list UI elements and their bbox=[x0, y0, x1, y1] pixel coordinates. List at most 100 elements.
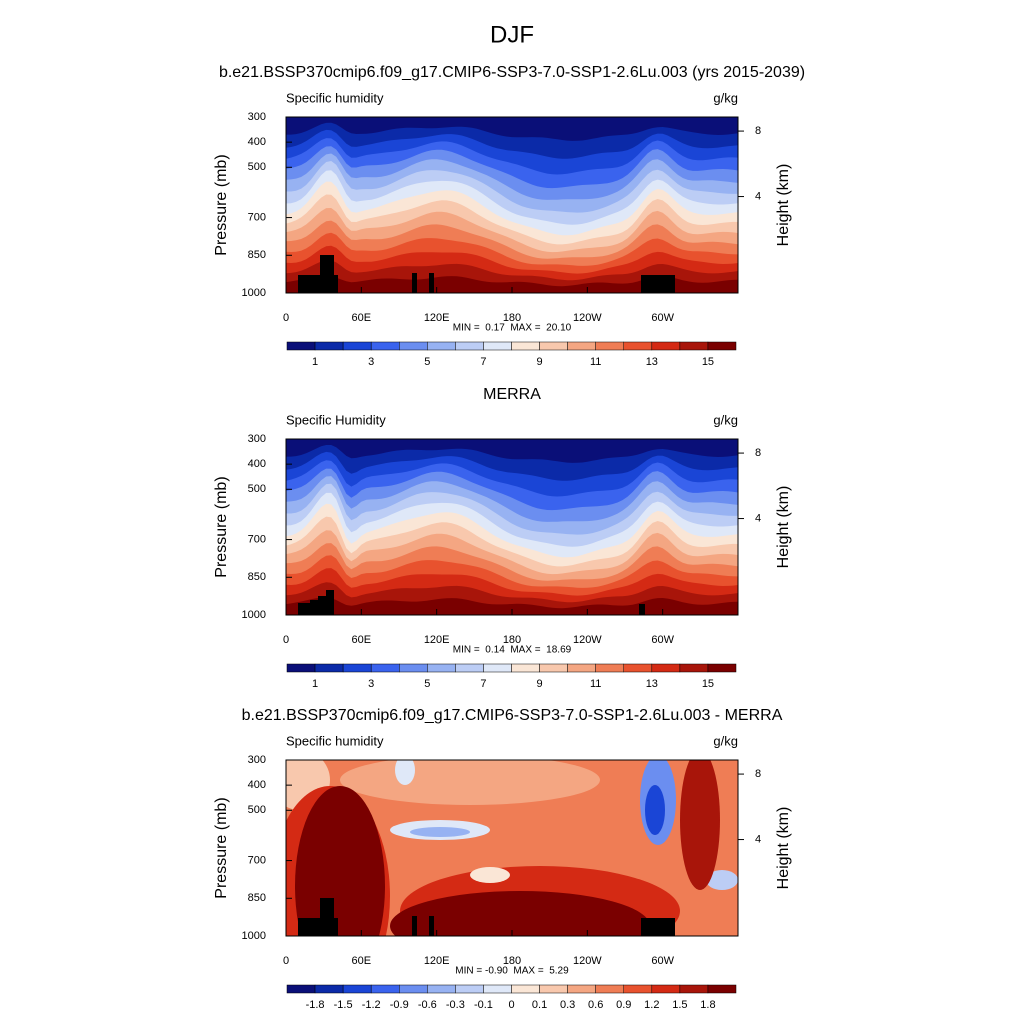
min-max: MIN = 0.17 MAX = 20.10 bbox=[453, 323, 572, 334]
colorbar-box bbox=[651, 663, 681, 673]
panel-title: MERRA bbox=[483, 386, 541, 403]
topography bbox=[412, 916, 417, 936]
colorbar-label: 1 bbox=[312, 678, 318, 690]
colorbar-label: 9 bbox=[537, 678, 543, 690]
colorbar-box bbox=[539, 341, 568, 351]
y-tick-label: 850 bbox=[248, 571, 266, 583]
topography bbox=[298, 603, 310, 615]
colorbar-box bbox=[314, 341, 344, 351]
colorbar-box bbox=[567, 663, 596, 673]
topography bbox=[320, 255, 334, 293]
figure-title: DJF bbox=[490, 21, 534, 48]
field-patch bbox=[390, 891, 650, 936]
colorbar-box bbox=[651, 984, 681, 994]
colorbar-box bbox=[623, 984, 653, 994]
colorbar-box bbox=[427, 984, 456, 994]
colorbar-box bbox=[651, 341, 681, 351]
colorbar-box bbox=[370, 984, 400, 994]
topography bbox=[310, 600, 318, 615]
right-label: g/kg bbox=[713, 90, 738, 105]
field-patch bbox=[645, 785, 665, 835]
field-patch bbox=[410, 827, 470, 837]
y-tick-label: 850 bbox=[248, 249, 266, 261]
colorbar-box bbox=[539, 984, 568, 994]
y2-tick-label: 4 bbox=[755, 512, 761, 524]
field-patch bbox=[395, 760, 415, 785]
colorbar-label: -1.8 bbox=[306, 999, 325, 1011]
left-label: Specific humidity bbox=[286, 90, 384, 105]
colorbar-box bbox=[286, 663, 316, 673]
topography bbox=[639, 604, 645, 615]
colorbar-box bbox=[483, 663, 512, 673]
field-band bbox=[286, 597, 738, 615]
colorbar-label: 13 bbox=[646, 678, 658, 690]
y-tick-label: 400 bbox=[248, 779, 266, 791]
y2-tick-label: 8 bbox=[755, 447, 761, 459]
colorbar-label: 15 bbox=[702, 356, 714, 368]
contour-field bbox=[286, 760, 738, 936]
colorbar-box bbox=[511, 341, 540, 351]
colorbar-box bbox=[483, 984, 512, 994]
colorbar-box bbox=[370, 663, 400, 673]
x-tick-label: 60E bbox=[352, 634, 372, 646]
colorbar-box bbox=[427, 663, 456, 673]
topography bbox=[429, 273, 434, 293]
colorbar-label: 3 bbox=[368, 678, 374, 690]
colorbar-box bbox=[679, 984, 709, 994]
colorbar-box bbox=[427, 341, 456, 351]
min-max: MIN = -0.90 MAX = 5.29 bbox=[455, 966, 569, 977]
colorbar-label: 0.3 bbox=[560, 999, 575, 1011]
colorbar-box bbox=[399, 341, 428, 351]
colorbar-box bbox=[314, 663, 344, 673]
field-band bbox=[286, 275, 738, 293]
field-patch bbox=[340, 760, 600, 805]
x-tick-label: 120W bbox=[573, 312, 602, 324]
min-max: MIN = 0.14 MAX = 18.69 bbox=[453, 645, 572, 656]
colorbar-box bbox=[567, 984, 596, 994]
y-axis-label: Pressure (mb) bbox=[213, 476, 230, 577]
colorbar-label: -0.9 bbox=[390, 999, 409, 1011]
colorbar-box bbox=[370, 341, 400, 351]
y-tick-label: 1000 bbox=[242, 930, 266, 942]
field-patch bbox=[680, 760, 720, 890]
y-tick-label: 700 bbox=[248, 854, 266, 866]
y2-axis-label: Height (km) bbox=[775, 807, 792, 890]
colorbar-label: -0.6 bbox=[418, 999, 437, 1011]
x-tick-label: 60W bbox=[651, 312, 674, 324]
x-tick-label: 120E bbox=[424, 955, 450, 967]
topography bbox=[641, 918, 675, 936]
colorbar-box bbox=[623, 663, 653, 673]
x-tick-label: 120E bbox=[424, 312, 450, 324]
right-label: g/kg bbox=[713, 412, 738, 427]
colorbar-label: 3 bbox=[368, 356, 374, 368]
colorbar-box bbox=[455, 663, 484, 673]
colorbar-label: 0 bbox=[508, 999, 514, 1011]
x-tick-label: 120W bbox=[573, 955, 602, 967]
panel-title: b.e21.BSSP370cmip6.f09_g17.CMIP6-SSP3-7.… bbox=[242, 707, 783, 724]
colorbar-box bbox=[342, 984, 372, 994]
topography bbox=[412, 273, 417, 293]
y-tick-label: 500 bbox=[248, 804, 266, 816]
colorbar-label: 0.1 bbox=[532, 999, 547, 1011]
y-tick-label: 850 bbox=[248, 892, 266, 904]
colorbar-box bbox=[314, 984, 344, 994]
y-tick-label: 1000 bbox=[242, 287, 266, 299]
contour-field bbox=[286, 117, 738, 293]
x-tick-label: 60W bbox=[651, 634, 674, 646]
y-tick-label: 300 bbox=[248, 111, 266, 123]
colorbar-box bbox=[483, 341, 512, 351]
right-label: g/kg bbox=[713, 733, 738, 748]
colorbar-box bbox=[455, 984, 484, 994]
colorbar-label: 13 bbox=[646, 356, 658, 368]
colorbar-label: 9 bbox=[537, 356, 543, 368]
y-axis-label: Pressure (mb) bbox=[213, 797, 230, 898]
y-tick-label: 500 bbox=[248, 161, 266, 173]
y2-tick-label: 8 bbox=[755, 768, 761, 780]
y-tick-label: 400 bbox=[248, 136, 266, 148]
field-patch bbox=[295, 786, 385, 936]
y-axis-label: Pressure (mb) bbox=[213, 154, 230, 255]
y-tick-label: 500 bbox=[248, 483, 266, 495]
colorbar-label: -0.1 bbox=[474, 999, 493, 1011]
colorbar-box bbox=[707, 984, 737, 994]
